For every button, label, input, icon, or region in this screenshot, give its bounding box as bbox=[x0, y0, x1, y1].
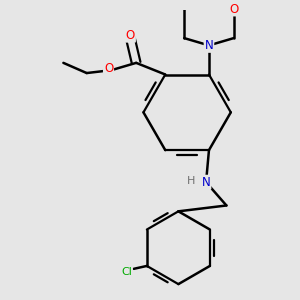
Text: O: O bbox=[126, 29, 135, 42]
Text: O: O bbox=[104, 62, 113, 75]
Text: N: N bbox=[202, 176, 210, 189]
Text: H: H bbox=[187, 176, 196, 186]
Text: O: O bbox=[229, 2, 238, 16]
Text: N: N bbox=[205, 39, 213, 52]
Text: Cl: Cl bbox=[121, 267, 132, 277]
